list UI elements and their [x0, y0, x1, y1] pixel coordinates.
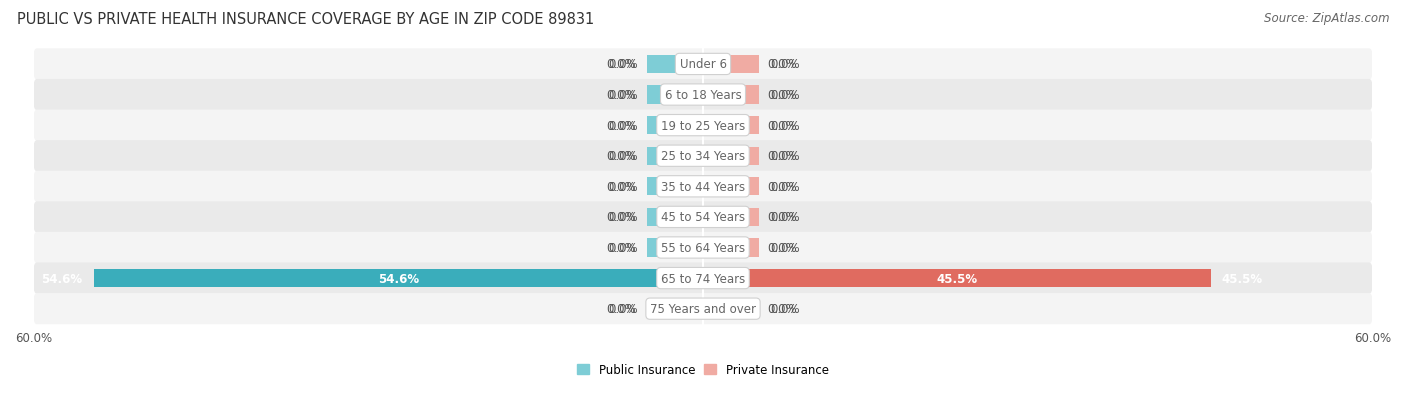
Text: 0.0%: 0.0%	[609, 150, 638, 163]
Bar	[647, 300, 703, 318]
Text: 35 to 44 Years: 35 to 44 Years	[661, 180, 745, 193]
Text: 0.0%: 0.0%	[768, 211, 797, 224]
Text: Source: ZipAtlas.com: Source: ZipAtlas.com	[1264, 12, 1389, 25]
Text: 0.0%: 0.0%	[606, 150, 636, 163]
Bar	[647, 56, 703, 74]
Bar	[94, 269, 703, 287]
Bar	[703, 116, 759, 135]
Text: 0.0%: 0.0%	[606, 242, 636, 254]
Text: 0.0%: 0.0%	[770, 58, 800, 71]
FancyBboxPatch shape	[34, 293, 1372, 325]
Text: 19 to 25 Years: 19 to 25 Years	[661, 119, 745, 132]
Bar	[703, 147, 759, 166]
Text: 55 to 64 Years: 55 to 64 Years	[661, 242, 745, 254]
Bar	[703, 178, 759, 196]
Text: 0.0%: 0.0%	[768, 180, 797, 193]
Bar	[703, 239, 759, 257]
Bar	[703, 300, 759, 318]
Bar	[647, 147, 703, 166]
Bar	[647, 116, 703, 135]
Bar	[647, 208, 703, 226]
Bar	[703, 208, 759, 226]
Text: 0.0%: 0.0%	[609, 180, 638, 193]
Text: 0.0%: 0.0%	[606, 119, 636, 132]
Text: 45.5%: 45.5%	[1222, 272, 1263, 285]
Legend: Public Insurance, Private Insurance: Public Insurance, Private Insurance	[572, 358, 834, 381]
Text: 0.0%: 0.0%	[609, 302, 638, 316]
Bar	[647, 178, 703, 196]
Text: 0.0%: 0.0%	[770, 119, 800, 132]
Text: 75 Years and over: 75 Years and over	[650, 302, 756, 316]
Text: 65 to 74 Years: 65 to 74 Years	[661, 272, 745, 285]
Text: Under 6: Under 6	[679, 58, 727, 71]
Text: 0.0%: 0.0%	[770, 180, 800, 193]
Text: 0.0%: 0.0%	[609, 242, 638, 254]
Bar	[703, 269, 1211, 287]
FancyBboxPatch shape	[34, 141, 1372, 172]
Text: 0.0%: 0.0%	[768, 58, 797, 71]
FancyBboxPatch shape	[34, 110, 1372, 141]
Text: 0.0%: 0.0%	[770, 242, 800, 254]
FancyBboxPatch shape	[34, 80, 1372, 111]
Text: 6 to 18 Years: 6 to 18 Years	[665, 89, 741, 102]
Text: 0.0%: 0.0%	[768, 150, 797, 163]
Text: 54.6%: 54.6%	[378, 272, 419, 285]
Text: 45 to 54 Years: 45 to 54 Years	[661, 211, 745, 224]
Text: 0.0%: 0.0%	[606, 302, 636, 316]
Text: 0.0%: 0.0%	[609, 58, 638, 71]
Text: 0.0%: 0.0%	[768, 119, 797, 132]
FancyBboxPatch shape	[34, 202, 1372, 233]
Text: PUBLIC VS PRIVATE HEALTH INSURANCE COVERAGE BY AGE IN ZIP CODE 89831: PUBLIC VS PRIVATE HEALTH INSURANCE COVER…	[17, 12, 595, 27]
Text: 0.0%: 0.0%	[770, 211, 800, 224]
Text: 0.0%: 0.0%	[770, 150, 800, 163]
Text: 0.0%: 0.0%	[768, 89, 797, 102]
Text: 54.6%: 54.6%	[42, 272, 83, 285]
Text: 45.5%: 45.5%	[936, 272, 977, 285]
Text: 0.0%: 0.0%	[768, 302, 797, 316]
Text: 0.0%: 0.0%	[606, 89, 636, 102]
Text: 0.0%: 0.0%	[770, 302, 800, 316]
Text: 0.0%: 0.0%	[770, 89, 800, 102]
Bar	[703, 56, 759, 74]
Text: 25 to 34 Years: 25 to 34 Years	[661, 150, 745, 163]
FancyBboxPatch shape	[34, 171, 1372, 202]
Text: 0.0%: 0.0%	[606, 58, 636, 71]
FancyBboxPatch shape	[34, 49, 1372, 81]
Text: 0.0%: 0.0%	[606, 211, 636, 224]
Text: 0.0%: 0.0%	[609, 119, 638, 132]
Text: 0.0%: 0.0%	[609, 211, 638, 224]
FancyBboxPatch shape	[34, 263, 1372, 294]
Bar	[647, 239, 703, 257]
Text: 0.0%: 0.0%	[768, 242, 797, 254]
Bar	[703, 86, 759, 104]
FancyBboxPatch shape	[34, 233, 1372, 263]
Text: 0.0%: 0.0%	[606, 180, 636, 193]
Text: 0.0%: 0.0%	[609, 89, 638, 102]
Bar	[647, 86, 703, 104]
